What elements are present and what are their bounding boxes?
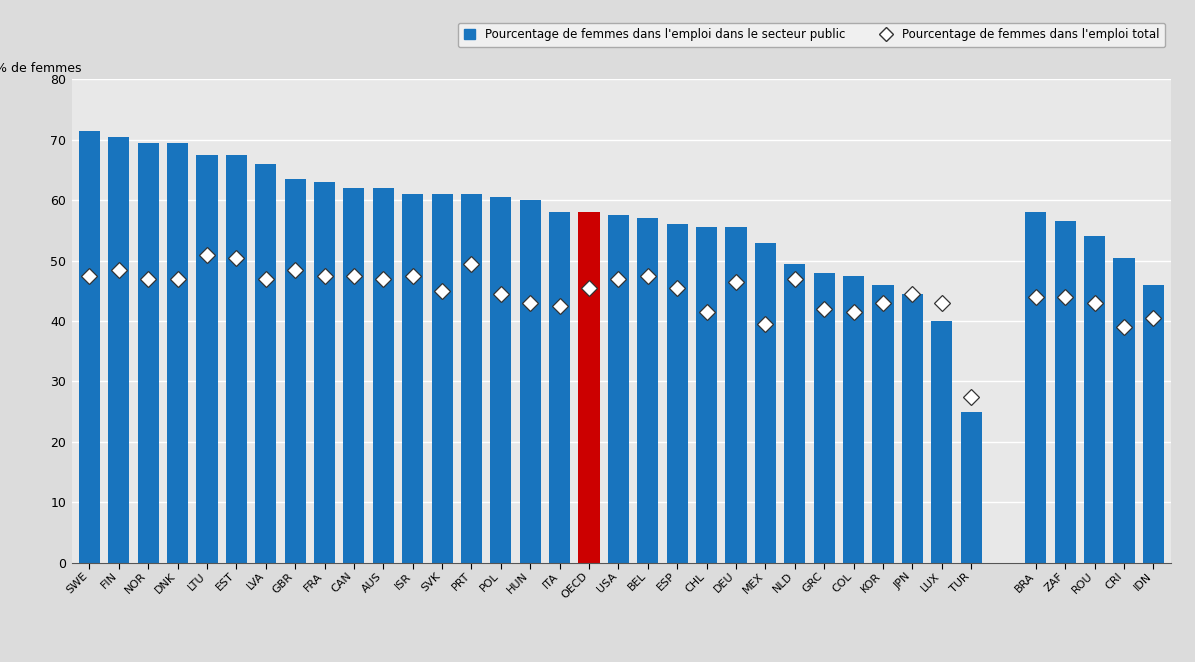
Bar	[608, 215, 629, 563]
Bar	[637, 218, 658, 563]
Bar	[1055, 221, 1076, 563]
Bar	[1084, 236, 1105, 563]
Bar	[695, 228, 717, 563]
Bar	[520, 200, 541, 563]
Bar	[578, 213, 600, 563]
Bar	[284, 179, 306, 563]
Bar	[402, 194, 423, 563]
Bar	[461, 194, 482, 563]
Bar	[79, 131, 100, 563]
Bar	[1114, 258, 1134, 563]
Bar	[549, 213, 570, 563]
Bar	[902, 294, 923, 563]
Bar	[842, 276, 864, 563]
Bar	[109, 137, 129, 563]
Bar	[725, 228, 747, 563]
Bar	[226, 155, 247, 563]
Bar	[1025, 213, 1047, 563]
Bar	[255, 164, 276, 563]
Bar	[667, 224, 688, 563]
Bar	[961, 412, 982, 563]
Bar	[314, 182, 335, 563]
Bar	[196, 155, 217, 563]
Bar	[872, 285, 894, 563]
Bar	[343, 188, 364, 563]
Legend: Pourcentage de femmes dans l'emploi dans le secteur public, Pourcentage de femme: Pourcentage de femmes dans l'emploi dans…	[458, 23, 1165, 47]
Bar	[490, 197, 511, 563]
Bar	[431, 194, 453, 563]
Bar	[814, 273, 835, 563]
Bar	[137, 143, 159, 563]
Bar	[755, 242, 776, 563]
Bar	[373, 188, 394, 563]
Bar	[167, 143, 188, 563]
Bar	[784, 263, 805, 563]
Text: % de femmes: % de femmes	[0, 62, 81, 75]
Bar	[931, 321, 952, 563]
Bar	[1142, 285, 1164, 563]
